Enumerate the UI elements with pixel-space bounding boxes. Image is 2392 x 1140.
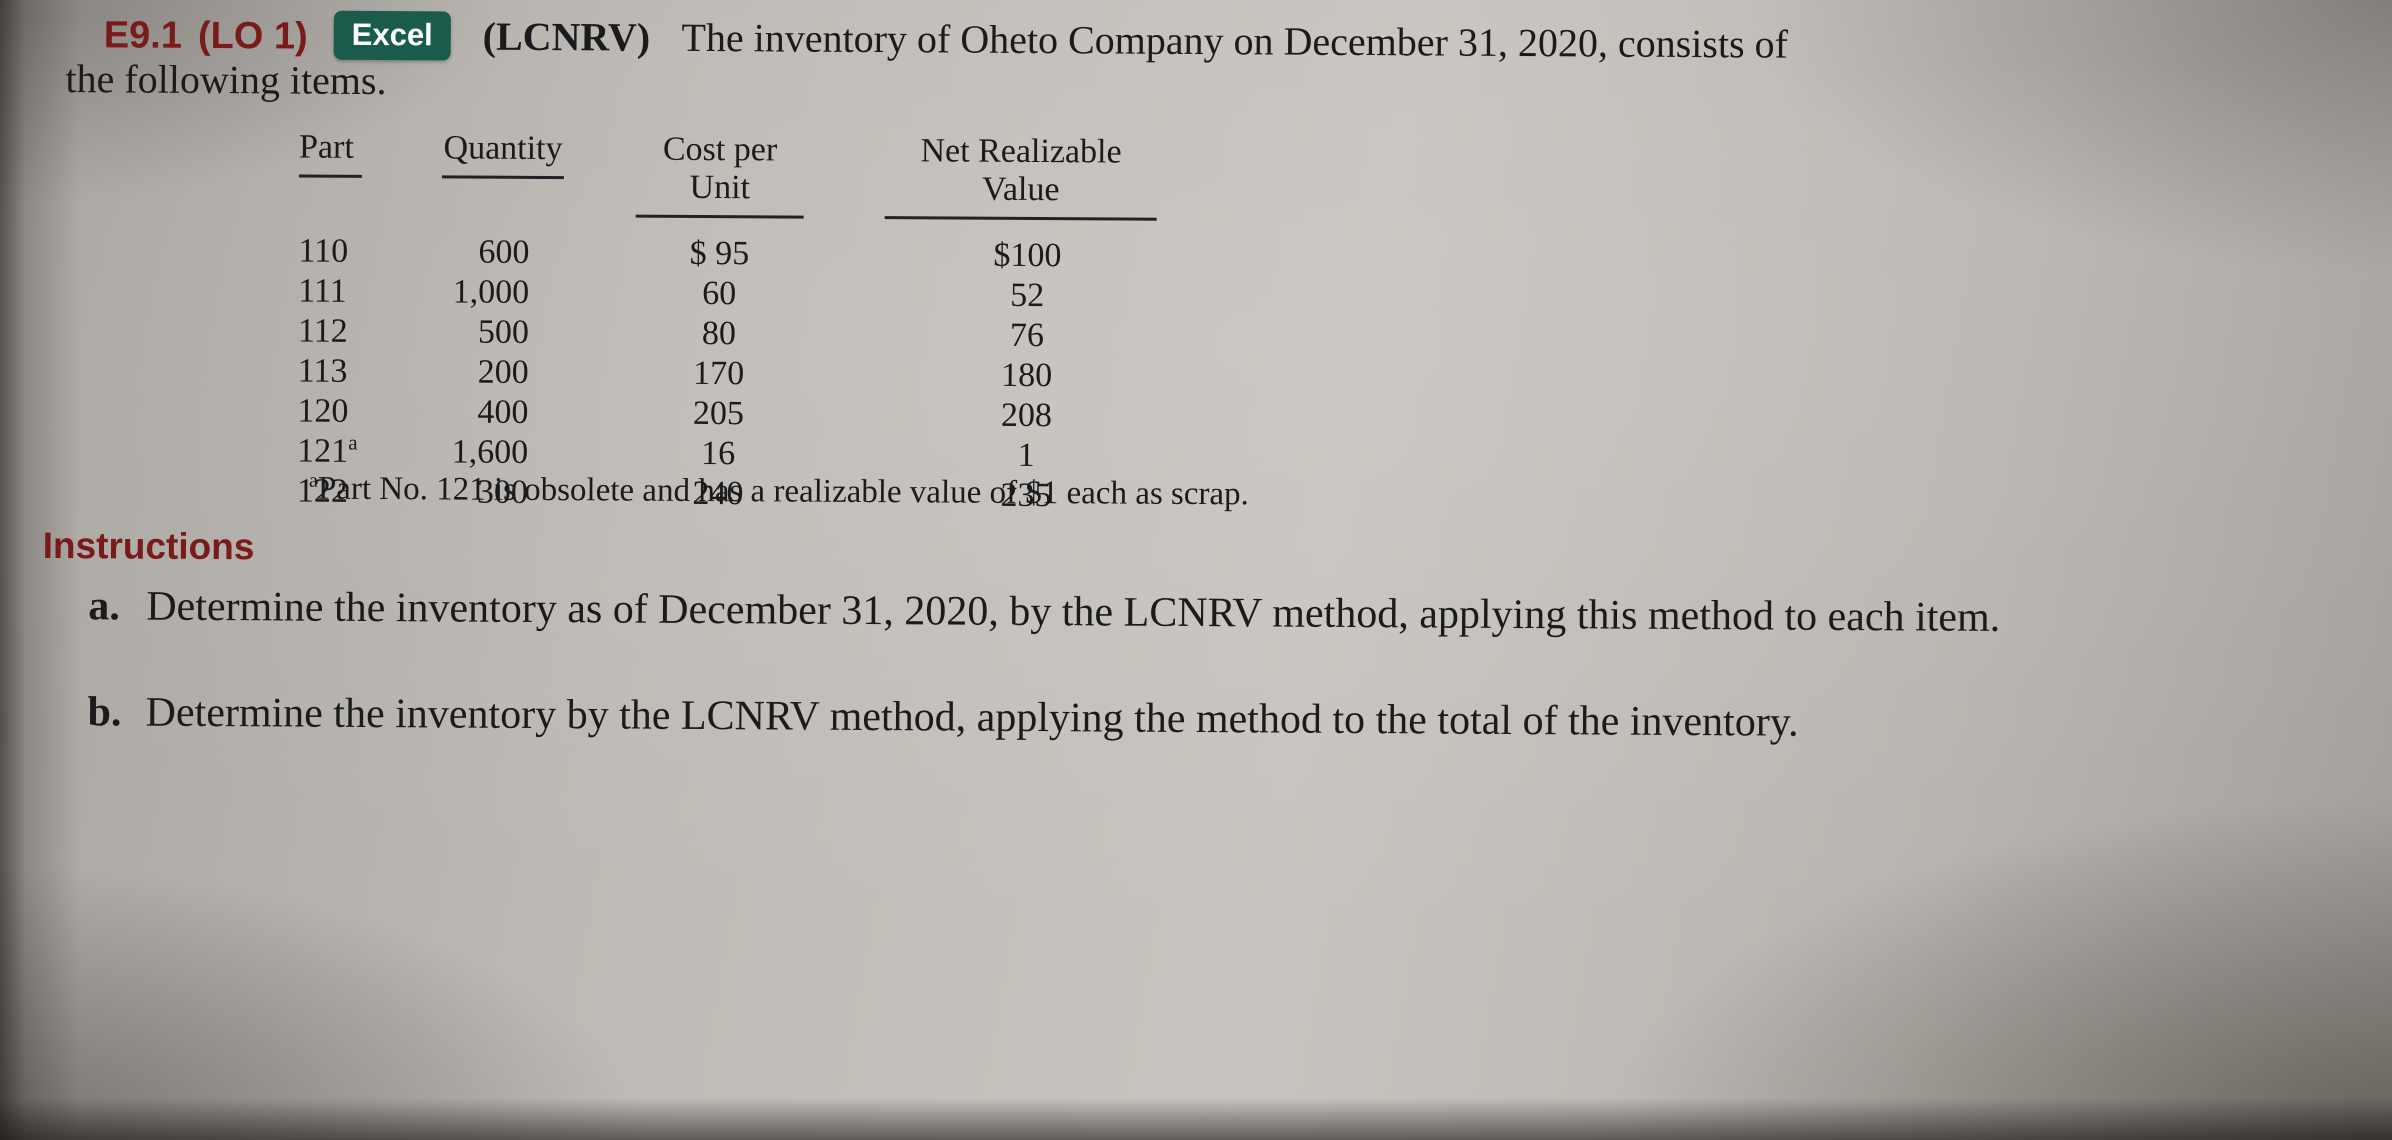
intro-text-line2: the following items. [65,56,387,104]
excel-badge: Excel [333,10,451,61]
header-quantity: Quantity [441,129,565,180]
table-header-row: Part Quantity Cost per Unit Net Realizab… [298,128,1158,221]
instruction-item-a: a. Determine the inventory as of Decembe… [88,581,2296,644]
problem-id: E9.1 [103,14,183,57]
instruction-item-b: b. Determine the inventory by the LCNRV … [87,687,2295,750]
instruction-text: Determine the inventory as of December 3… [146,583,2001,641]
cell-nrv: 180 [1001,356,1053,395]
cell-part: 110 [298,232,349,270]
cell-quantity: 500 [477,313,530,351]
header-cost-per-unit: Cost per Unit [635,130,805,219]
cell-nrv: 76 [1009,316,1045,355]
table-footnote: aPart No. 121 is obsolete and has a real… [308,469,1249,514]
cell-part: 113 [297,352,348,390]
cell-part: 112 [297,312,348,350]
instruction-label: b. [87,689,122,736]
cell-nrv: 208 [1000,396,1053,435]
cell-cost: 60 [702,274,737,313]
cell-cost: 205 [692,394,745,433]
cell-nrv: $100 [993,236,1062,275]
cell-quantity: 600 [478,233,530,271]
table-row: 112 500 80 76 [298,312,1156,357]
table-row: 113 200 170 180 [298,352,1156,397]
table-row: 120 400 205 208 [297,392,1155,437]
cell-cost: 80 [701,314,737,353]
header-part: Part [298,128,362,178]
cell-quantity: 400 [477,393,529,431]
footnote-superscript: a [308,469,319,492]
table-row: 110 600 $ 95 $100 [298,232,1156,277]
cell-part: 121a [297,430,358,470]
table-row: 111 1,000 60 52 [298,272,1156,317]
instruction-label: a. [88,583,120,630]
cell-part: 111 [298,272,347,310]
footnote-text: Part No. 121 is obsolete and has a reali… [317,470,1249,513]
instruction-text: Determine the inventory by the LCNRV met… [145,689,1799,746]
cell-nrv: 52 [1010,276,1045,315]
intro-text-line1: The inventory of Oheto Company on Decemb… [681,14,1789,67]
cell-quantity: 1,000 [452,273,530,311]
cell-quantity: 200 [477,353,529,391]
footnote-marker: a [348,430,358,455]
learning-objective: (LO 1) [197,14,308,58]
inventory-table: Part Quantity Cost per Unit Net Realizab… [297,128,1158,517]
cell-cost: $ 95 [689,234,750,273]
cell-nrv: 1 [1017,436,1035,475]
instructions-heading: Instructions [42,524,255,568]
cell-part: 120 [297,392,349,430]
cell-quantity: 1,600 [451,433,529,471]
table-row: 121a 1,600 16 1 [297,430,1155,477]
cell-cost: 16 [701,434,736,473]
method-label: (LCNRV) [482,13,651,60]
header-net-realizable-value: Net Realizable Value [884,132,1158,221]
cell-cost: 170 [693,354,745,393]
